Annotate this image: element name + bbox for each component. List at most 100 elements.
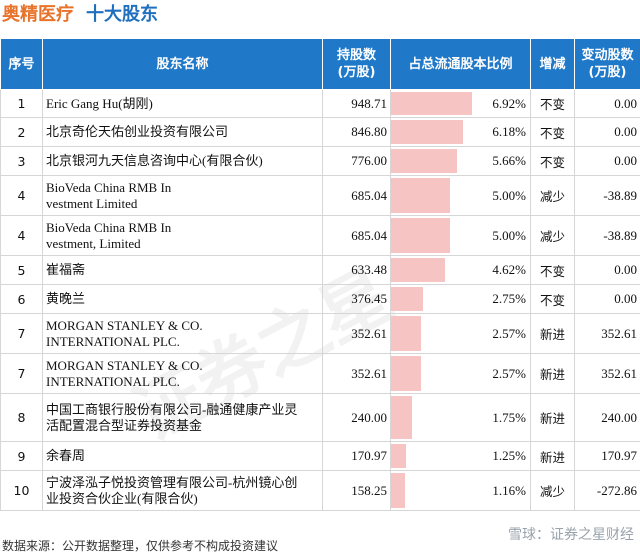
cell-rank: 8 bbox=[0, 393, 43, 442]
table-row: 7 MORGAN STANLEY & CO. INTERNATIONAL PLC.… bbox=[0, 353, 640, 394]
header-name: 股东名称 bbox=[42, 38, 323, 90]
percent-bar bbox=[391, 178, 450, 213]
percent-bar bbox=[391, 218, 450, 253]
data-source-note: 数据来源：公开数据整理，仅供参考不构成投资建议 bbox=[2, 539, 279, 553]
cell-holding: 352.61 bbox=[322, 313, 391, 354]
cell-change: 新进 bbox=[530, 353, 575, 394]
cell-delta: 352.61 bbox=[574, 313, 640, 354]
cell-percent: 1.16% bbox=[390, 470, 531, 511]
cell-delta: 0.00 bbox=[574, 89, 640, 118]
cell-percent: 5.00% bbox=[390, 175, 531, 216]
cell-shareholder-name: 黄晚兰 bbox=[42, 284, 323, 314]
percent-value: 6.18% bbox=[492, 124, 526, 139]
cell-delta: -272.86 bbox=[574, 470, 640, 511]
percent-bar bbox=[391, 92, 472, 115]
cell-shareholder-name: 余春周 bbox=[42, 441, 323, 471]
cell-delta: 0.00 bbox=[574, 255, 640, 285]
cell-delta: 240.00 bbox=[574, 393, 640, 442]
cell-percent: 5.66% bbox=[390, 146, 531, 176]
page-title: 奥精医疗 十大股东 bbox=[2, 2, 158, 28]
cell-rank: 5 bbox=[0, 255, 43, 285]
cell-change: 不变 bbox=[530, 255, 575, 285]
cell-percent: 6.92% bbox=[390, 89, 531, 118]
percent-value: 1.75% bbox=[492, 409, 526, 425]
header-percent: 占总流通股本比例 bbox=[390, 38, 531, 90]
cell-holding: 376.45 bbox=[322, 284, 391, 314]
table-row: 3 北京银河九天信息咨询中心(有限合伙) 776.00 5.66% 不变 0.00 bbox=[0, 146, 640, 176]
cell-rank: 7 bbox=[0, 353, 43, 394]
cell-percent: 1.25% bbox=[390, 441, 531, 471]
cell-rank: 7 bbox=[0, 313, 43, 354]
header-rank: 序号 bbox=[0, 38, 43, 90]
percent-bar bbox=[391, 120, 463, 144]
cell-shareholder-name: Eric Gang Hu(胡刚) bbox=[42, 89, 323, 118]
table-row: 6 黄晚兰 376.45 2.75% 不变 0.00 bbox=[0, 284, 640, 314]
cell-shareholder-name: 北京银河九天信息咨询中心(有限合伙) bbox=[42, 146, 323, 176]
table-row: 1 Eric Gang Hu(胡刚) 948.71 6.92% 不变 0.00 bbox=[0, 89, 640, 118]
cell-delta: 352.61 bbox=[574, 353, 640, 394]
percent-value: 5.00% bbox=[492, 227, 526, 243]
cell-shareholder-name: MORGAN STANLEY & CO. INTERNATIONAL PLC. bbox=[42, 353, 323, 394]
cell-rank: 9 bbox=[0, 441, 43, 471]
cell-change: 不变 bbox=[530, 89, 575, 118]
cell-delta: 170.97 bbox=[574, 441, 640, 471]
cell-shareholder-name: 中国工商银行股份有限公司-融通健康产业灵 活配置混合型证券投资基金 bbox=[42, 393, 323, 442]
cell-change: 减少 bbox=[530, 175, 575, 216]
table-header-row: 序号 股东名称 持股数 (万股) 占总流通股本比例 增减 变动股数 (万股) bbox=[0, 38, 640, 90]
cell-change: 不变 bbox=[530, 284, 575, 314]
table-row: 8 中国工商银行股份有限公司-融通健康产业灵 活配置混合型证券投资基金 240.00… bbox=[0, 393, 640, 442]
shareholders-table: 序号 股东名称 持股数 (万股) 占总流通股本比例 增减 变动股数 (万股) 1… bbox=[0, 38, 640, 511]
percent-value: 5.66% bbox=[492, 153, 526, 168]
cell-change: 新进 bbox=[530, 441, 575, 471]
cell-holding: 685.04 bbox=[322, 175, 391, 216]
percent-value: 2.57% bbox=[492, 365, 526, 381]
percent-value: 2.75% bbox=[492, 291, 526, 306]
percent-value: 5.00% bbox=[492, 187, 526, 203]
percent-value: 4.62% bbox=[492, 262, 526, 277]
cell-holding: 240.00 bbox=[322, 393, 391, 442]
percent-bar bbox=[391, 396, 412, 439]
table-row: 5 崔福斋 633.48 4.62% 不变 0.00 bbox=[0, 255, 640, 285]
cell-shareholder-name: 崔福斋 bbox=[42, 255, 323, 285]
cell-shareholder-name: MORGAN STANLEY & CO. INTERNATIONAL PLC. bbox=[42, 313, 323, 354]
cell-shareholder-name: 北京奇伦天佑创业投资有限公司 bbox=[42, 117, 323, 147]
cell-holding: 633.48 bbox=[322, 255, 391, 285]
percent-bar bbox=[391, 316, 421, 351]
cell-rank: 4 bbox=[0, 215, 43, 256]
cell-shareholder-name: BioVeda China RMB In vestment Limited bbox=[42, 175, 323, 216]
header-delta: 变动股数 (万股) bbox=[574, 38, 640, 90]
table-row: 9 余春周 170.97 1.25% 新进 170.97 bbox=[0, 441, 640, 471]
percent-bar bbox=[391, 149, 457, 173]
cell-holding: 685.04 bbox=[322, 215, 391, 256]
cell-delta: 0.00 bbox=[574, 117, 640, 147]
percent-bar bbox=[391, 473, 405, 508]
cell-holding: 846.80 bbox=[322, 117, 391, 147]
page-subtitle: 十大股东 bbox=[86, 4, 158, 25]
cell-delta: 0.00 bbox=[574, 146, 640, 176]
percent-bar bbox=[391, 287, 423, 311]
cell-percent: 1.75% bbox=[390, 393, 531, 442]
cell-shareholder-name: 宁波泽泓子悦投资管理有限公司-杭州镜心创 业投资合伙企业(有限合伙) bbox=[42, 470, 323, 511]
cell-rank: 10 bbox=[0, 470, 43, 511]
brand-watermark: 雪球：证券之星财经 bbox=[508, 527, 634, 543]
cell-holding: 352.61 bbox=[322, 353, 391, 394]
table-row: 2 北京奇伦天佑创业投资有限公司 846.80 6.18% 不变 0.00 bbox=[0, 117, 640, 147]
cell-rank: 6 bbox=[0, 284, 43, 314]
header-holding: 持股数 (万股) bbox=[322, 38, 391, 90]
cell-rank: 4 bbox=[0, 175, 43, 216]
cell-delta: 0.00 bbox=[574, 284, 640, 314]
company-name: 奥精医疗 bbox=[2, 4, 74, 25]
cell-percent: 2.57% bbox=[390, 313, 531, 354]
percent-value: 2.57% bbox=[492, 325, 526, 341]
percent-bar bbox=[391, 258, 445, 282]
percent-bar bbox=[391, 356, 421, 391]
table-row: 10 宁波泽泓子悦投资管理有限公司-杭州镜心创 业投资合伙企业(有限合伙) 158.… bbox=[0, 470, 640, 511]
cell-percent: 2.57% bbox=[390, 353, 531, 394]
header-change: 增减 bbox=[530, 38, 575, 90]
cell-holding: 948.71 bbox=[322, 89, 391, 118]
cell-change: 新进 bbox=[530, 393, 575, 442]
table-row: 4 BioVeda China RMB In vestment Limited 68… bbox=[0, 175, 640, 216]
cell-percent: 4.62% bbox=[390, 255, 531, 285]
cell-change: 不变 bbox=[530, 146, 575, 176]
cell-rank: 1 bbox=[0, 89, 43, 118]
